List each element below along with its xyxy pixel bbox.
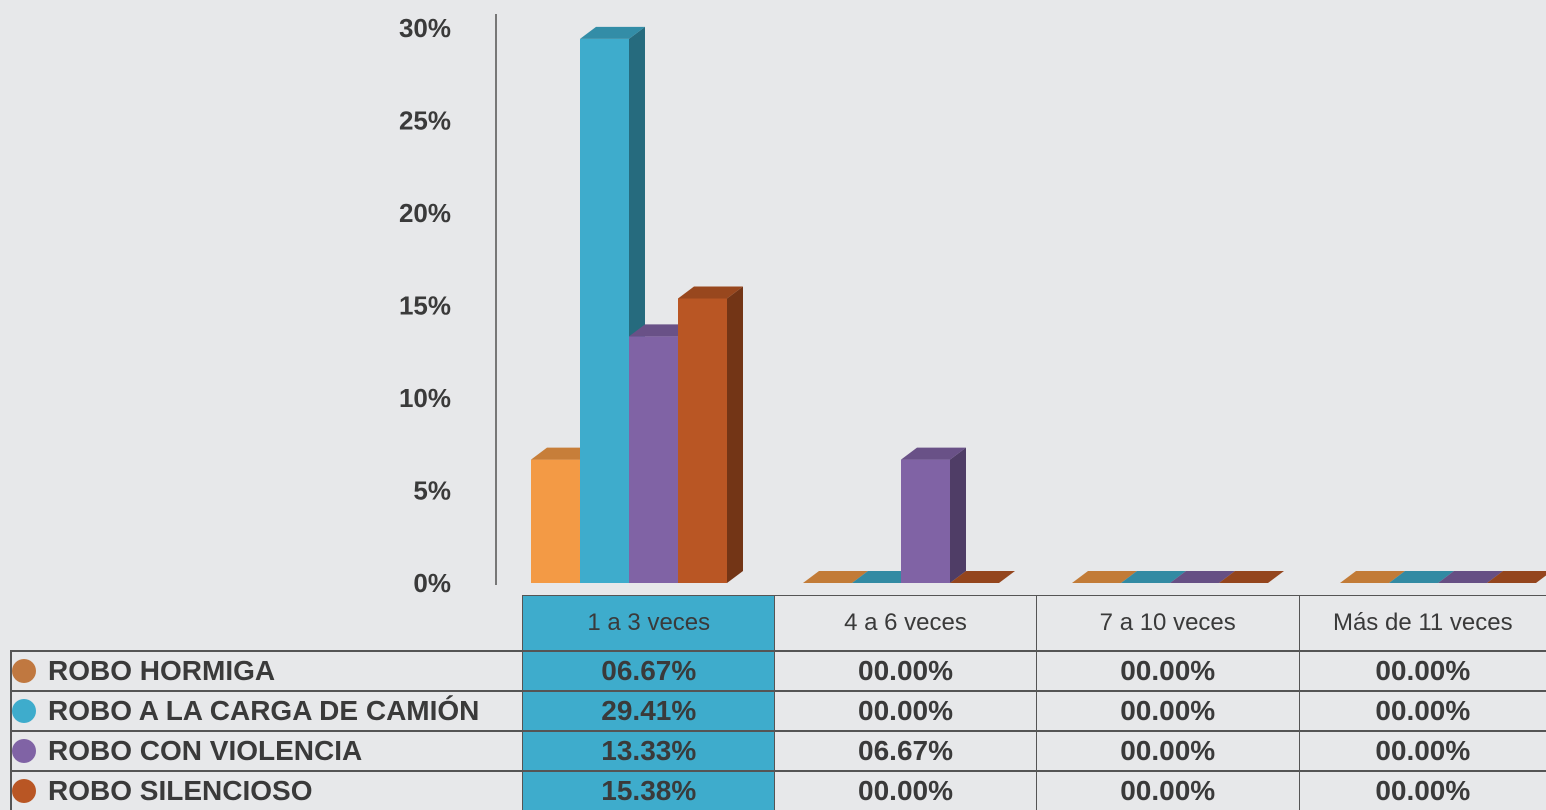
column-header-4-a-6: 4 a 6 veces — [774, 595, 1037, 651]
data-label: 00.00% — [774, 690, 1037, 731]
data-label: 00.00% — [1035, 650, 1300, 691]
y-tick-label: 5% — [413, 476, 451, 506]
bar-chart: 0% 5% 10% 15% 20% 25% 30% — [399, 13, 1546, 595]
data-label: 13.33% — [522, 730, 775, 771]
bar-zero — [1219, 571, 1284, 583]
bar-front — [629, 336, 678, 583]
bar-front — [901, 459, 950, 583]
y-axis-ticks: 0% 5% 10% 15% 20% 25% 30% — [399, 13, 451, 595]
data-label: 00.00% — [1298, 730, 1546, 771]
bar-zero — [950, 571, 1015, 583]
legend-entry-robo-silencioso: ROBO SILENCIOSO — [10, 770, 523, 810]
table-row: ROBO A LA CARGA DE CAMIÓN 29.41% 00.00% … — [10, 690, 1546, 731]
y-tick-label: 0% — [413, 568, 451, 595]
bar-1-2 — [1121, 571, 1186, 583]
data-label: 00.00% — [774, 650, 1037, 691]
legend-dot-icon — [12, 739, 36, 763]
data-label: 06.67% — [522, 650, 775, 691]
bar-front — [580, 38, 629, 584]
y-tick-label: 25% — [399, 106, 451, 136]
data-label: 00.00% — [1298, 690, 1546, 731]
bar-zero — [1487, 571, 1546, 583]
data-label: 00.00% — [1035, 730, 1300, 771]
legend-dot-icon — [12, 699, 36, 723]
table-corner — [11, 596, 523, 652]
legend-entry-robo-hormiga: ROBO HORMIGA — [10, 650, 523, 691]
bar-front — [678, 298, 727, 583]
bar-top — [678, 286, 743, 299]
bar-side — [950, 447, 966, 583]
bar-zero — [852, 571, 917, 583]
bar-1-3 — [1389, 571, 1454, 583]
y-tick-label: 15% — [399, 291, 451, 321]
bar-zero — [1389, 571, 1454, 583]
bar-3-0 — [678, 286, 743, 583]
data-label: 00.00% — [774, 770, 1037, 810]
column-header-1-a-3: 1 a 3 veces — [522, 595, 775, 651]
y-tick-label: 20% — [399, 198, 451, 228]
bar-top — [580, 26, 645, 39]
data-label: 00.00% — [1298, 770, 1546, 810]
legend-dot-icon — [12, 659, 36, 683]
series-name: ROBO HORMIGA — [48, 655, 276, 686]
data-table: 1 a 3 veces 4 a 6 veces 7 a 10 veces Más… — [10, 595, 1546, 810]
legend-entry-robo-carga-camion: ROBO A LA CARGA DE CAMIÓN — [10, 690, 523, 731]
bar-1-1 — [852, 571, 917, 583]
table-header-row: 1 a 3 veces 4 a 6 veces 7 a 10 veces Más… — [11, 595, 1546, 652]
data-label: 29.41% — [522, 690, 775, 731]
bar-top — [531, 447, 596, 460]
bar-0-2 — [1072, 571, 1137, 583]
bars — [531, 26, 1546, 584]
series-name: ROBO CON VIOLENCIA — [48, 735, 363, 766]
bar-zero — [1121, 571, 1186, 583]
bar-3-2 — [1219, 571, 1284, 583]
bar-2-1 — [901, 447, 966, 583]
data-label: 00.00% — [1035, 690, 1300, 731]
series-name: ROBO SILENCIOSO — [48, 775, 313, 806]
legend-dot-icon — [12, 779, 36, 803]
bar-zero — [1170, 571, 1235, 583]
data-label: 00.00% — [1035, 770, 1300, 810]
y-tick-label: 10% — [399, 383, 451, 413]
y-tick-label: 30% — [399, 13, 451, 43]
bar-3-3 — [1487, 571, 1546, 583]
bar-top — [901, 447, 966, 460]
column-header-mas-de-11: Más de 11 veces — [1298, 595, 1546, 651]
bar-2-2 — [1170, 571, 1235, 583]
bar-zero — [803, 571, 868, 583]
bar-0-3 — [1340, 571, 1405, 583]
table-row: ROBO SILENCIOSO 15.38% 00.00% 00.00% 00.… — [10, 770, 1546, 810]
table-row: ROBO CON VIOLENCIA 13.33% 06.67% 00.00% … — [10, 730, 1546, 771]
series-name: ROBO A LA CARGA DE CAMIÓN — [48, 695, 480, 726]
legend-entry-robo-con-violencia: ROBO CON VIOLENCIA — [10, 730, 523, 771]
table-row: ROBO HORMIGA 06.67% 00.00% 00.00% 00.00% — [10, 650, 1546, 691]
bar-zero — [1340, 571, 1405, 583]
bar-top — [629, 324, 694, 337]
bar-side — [727, 286, 743, 583]
bar-zero — [1072, 571, 1137, 583]
bar-2-3 — [1438, 571, 1503, 583]
data-label: 15.38% — [522, 770, 775, 810]
data-label: 00.00% — [1298, 650, 1546, 691]
bar-0-1 — [803, 571, 868, 583]
column-header-7-a-10: 7 a 10 veces — [1035, 595, 1300, 651]
bar-zero — [1438, 571, 1503, 583]
bar-front — [531, 459, 580, 583]
bar-3-1 — [950, 571, 1015, 583]
data-label: 06.67% — [774, 730, 1037, 771]
